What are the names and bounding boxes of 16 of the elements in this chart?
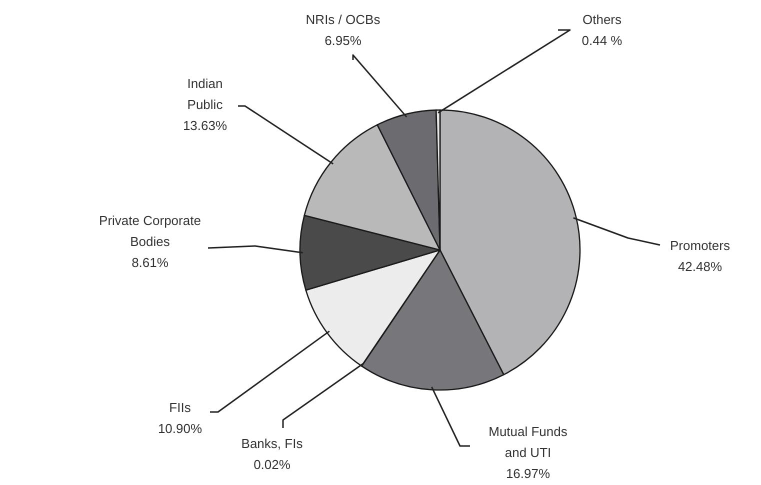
data-label: 0.44 % <box>582 33 623 48</box>
slice-label: Private Corporate Bodies <box>99 213 201 249</box>
data-label: 42.48% <box>678 259 722 274</box>
slice-label: Promoters <box>670 238 730 253</box>
data-label: 16.97% <box>506 466 550 481</box>
data-label: 0.02% <box>254 457 291 472</box>
slice-label: Others <box>582 12 622 27</box>
data-label: 6.95% <box>324 33 362 48</box>
data-label: 10.90% <box>158 421 202 436</box>
data-label: 8.61% <box>132 255 169 270</box>
slice-label: NRIs / OCBs <box>306 12 381 27</box>
slice-label: Indian Public <box>187 76 224 112</box>
slice-label: Mutual Funds and UTI <box>488 424 568 460</box>
slice-label: FIIs <box>169 400 192 415</box>
slice-label: Banks, FIs <box>241 436 304 451</box>
data-label: 13.63% <box>182 118 228 133</box>
